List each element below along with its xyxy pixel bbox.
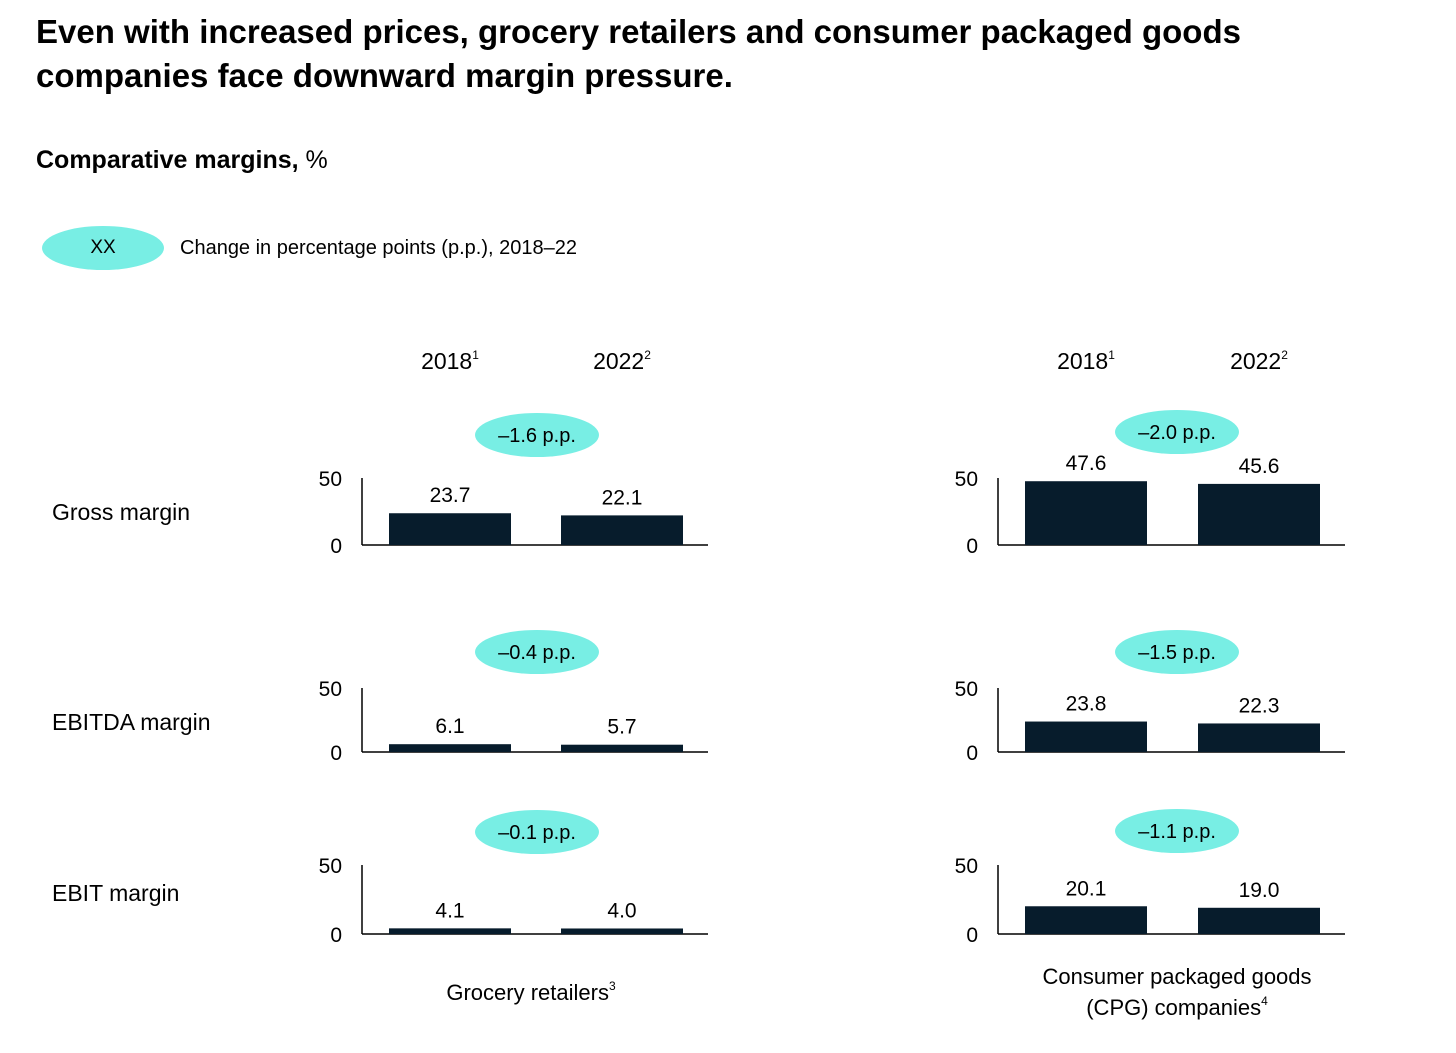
legend: XX Change in percentage points (p.p.), 2…	[42, 226, 577, 270]
data-label: 5.7	[607, 716, 636, 739]
row-label-2: EBIT margin	[52, 880, 179, 906]
change-label: –1.1 p.p.	[1138, 821, 1216, 843]
row-label-0: Gross margin	[52, 499, 190, 525]
y-tick-label: 50	[955, 468, 978, 491]
bar-2022	[561, 928, 683, 934]
data-label: 22.3	[1239, 694, 1280, 717]
bar-2022	[1198, 723, 1320, 752]
data-label: 6.1	[435, 715, 464, 738]
y-tick-label: 0	[330, 924, 342, 947]
y-tick-label: 0	[966, 924, 978, 947]
data-label: 47.6	[1066, 452, 1107, 475]
bar-2022	[561, 744, 683, 752]
data-label: 4.1	[435, 899, 464, 922]
y-tick-label: 50	[319, 678, 342, 701]
change-pill	[1115, 630, 1239, 674]
chart-subtitle: Comparative margins, %	[36, 143, 328, 177]
y-tick-label: 0	[966, 535, 978, 558]
change-pill	[475, 413, 599, 457]
column-label-cpg-line1: Consumer packaged goods	[1042, 964, 1311, 989]
data-label: 4.0	[607, 899, 636, 922]
bar-2018	[1025, 481, 1147, 545]
change-label: –0.4 p.p.	[498, 642, 576, 664]
y-tick-label: 0	[330, 742, 342, 765]
data-label: 23.8	[1066, 693, 1107, 716]
subtitle-unit: %	[305, 146, 328, 174]
bar-2018	[1025, 721, 1147, 752]
data-label: 22.1	[602, 486, 643, 509]
bar-2022	[1198, 907, 1320, 934]
year-header-2022: 20222	[593, 348, 651, 374]
y-tick-label: 50	[319, 468, 342, 491]
bar-2022	[1198, 483, 1320, 545]
bar-2018	[1025, 906, 1147, 934]
year-header-2022: 20222	[1230, 348, 1288, 374]
data-label: 23.7	[430, 484, 471, 507]
data-label: 45.6	[1239, 455, 1280, 478]
change-label: –2.0 p.p.	[1138, 422, 1216, 444]
subtitle-bold: Comparative margins,	[36, 146, 299, 174]
year-header-2018: 20181	[1057, 348, 1115, 374]
year-header-2018: 20181	[421, 348, 479, 374]
data-label: 20.1	[1066, 877, 1107, 900]
legend-pill: XX	[42, 226, 164, 270]
page-title: Even with increased prices, grocery reta…	[36, 13, 1241, 94]
bar-2022	[561, 515, 683, 545]
legend-text: Change in percentage points (p.p.), 2018…	[180, 236, 577, 259]
change-pill	[475, 810, 599, 854]
change-pill	[475, 630, 599, 674]
bar-2018	[389, 513, 511, 545]
y-tick-label: 50	[955, 855, 978, 878]
y-tick-label: 50	[319, 855, 342, 878]
change-pill	[1115, 809, 1239, 853]
column-label-grocery: Grocery retailers3	[446, 979, 616, 1005]
data-label: 19.0	[1239, 879, 1280, 902]
bar-2018	[389, 928, 511, 934]
change-pill	[1115, 410, 1239, 454]
change-label: –0.1 p.p.	[498, 822, 576, 844]
bar-2018	[389, 744, 511, 752]
y-tick-label: 50	[955, 678, 978, 701]
y-tick-label: 0	[966, 742, 978, 765]
y-tick-label: 0	[330, 535, 342, 558]
row-label-1: EBITDA margin	[52, 709, 211, 735]
column-label-cpg-line2: (CPG) companies4	[1086, 994, 1268, 1020]
change-label: –1.6 p.p.	[498, 425, 576, 447]
change-label: –1.5 p.p.	[1138, 642, 1216, 664]
